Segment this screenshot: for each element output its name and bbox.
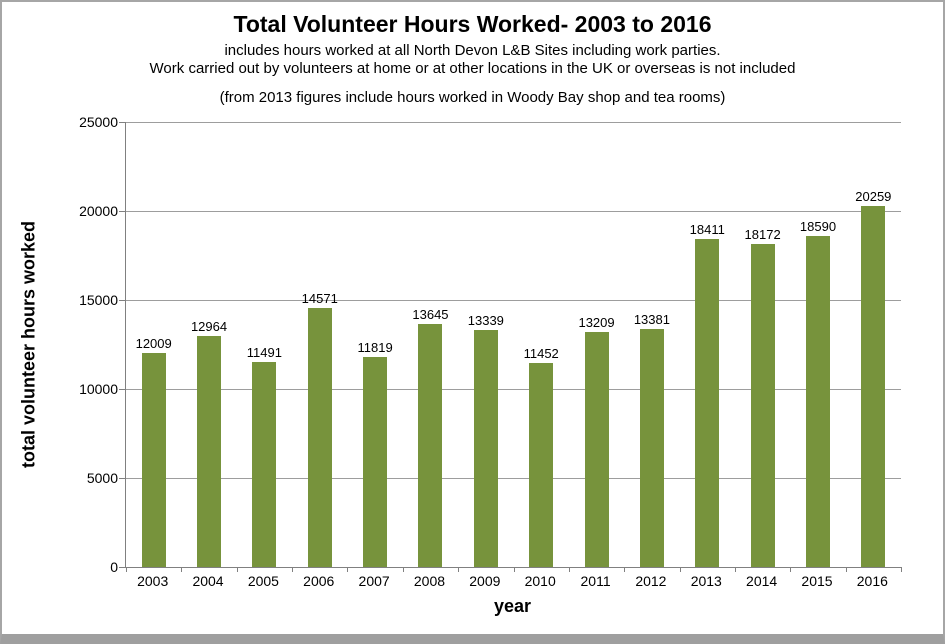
bar-2006: 14571 <box>302 291 338 567</box>
bar-slot: 13339 <box>458 122 513 567</box>
bar-slot: 12009 <box>126 122 181 567</box>
bar-slot: 13645 <box>403 122 458 567</box>
bar-slot: 11819 <box>347 122 402 567</box>
x-axis-tick-label: 2011 <box>580 573 611 589</box>
y-axis-tick <box>119 389 125 390</box>
x-axis-tick <box>568 567 570 572</box>
gridline <box>126 389 901 390</box>
bar-slot: 18172 <box>735 122 790 567</box>
y-axis-tick-label: 20000 <box>79 203 118 219</box>
bar-value-label: 11819 <box>357 339 393 355</box>
bar-2009: 13339 <box>468 313 504 567</box>
x-axis-tick-label: 2007 <box>358 573 390 589</box>
x-axis-tick <box>181 567 183 572</box>
y-axis-tick <box>119 122 125 123</box>
bar-slot: 12964 <box>181 122 236 567</box>
x-axis-tick <box>845 567 847 572</box>
bar-2015: 18590 <box>800 219 836 567</box>
x-axis-tick <box>901 567 902 572</box>
bar-2011: 13209 <box>578 315 615 567</box>
bar-value-label: 18590 <box>799 219 837 235</box>
bar-value-label: 13381 <box>633 311 670 327</box>
bar-2012: 13381 <box>634 312 670 567</box>
x-axis-tick-label: 2014 <box>746 573 778 589</box>
bar-value-label: 20259 <box>855 189 892 205</box>
bar-value-label: 13209 <box>578 314 615 330</box>
bar-slot: 13209 <box>569 122 624 567</box>
x-axis-tick-label: 2004 <box>192 573 224 589</box>
bar-2010: 11452 <box>524 346 559 567</box>
x-axis-tick-label: 2003 <box>137 573 169 589</box>
bar-value-label: 12964 <box>190 319 228 335</box>
x-axis-tick <box>734 567 736 572</box>
gridline <box>126 211 901 212</box>
x-axis-tick <box>790 567 792 572</box>
chart-title: Total Volunteer Hours Worked- 2003 to 20… <box>233 11 712 37</box>
bar-value-label: 12009 <box>135 336 172 352</box>
x-axis-tick <box>458 567 460 572</box>
bar-2004: 12964 <box>191 319 227 567</box>
y-axis-tick-label: 10000 <box>79 381 118 397</box>
gridline <box>126 300 901 301</box>
bar-slot: 11491 <box>237 122 292 567</box>
x-axis-title: year <box>493 596 532 616</box>
y-axis-labels: 0 5000 10000 15000 20000 25000 <box>2 114 118 575</box>
x-axis-tick-label: 2013 <box>690 573 722 589</box>
bar-slot: 20259 <box>846 122 901 567</box>
x-axis-tick-label: 2015 <box>801 573 833 589</box>
bar-value-label: 13339 <box>467 312 504 328</box>
bar-slot: 18411 <box>680 122 735 567</box>
bar-2007: 11819 <box>358 340 393 567</box>
chart-note: (from 2013 figures include hours worked … <box>219 89 726 106</box>
x-axis-tick <box>679 567 681 572</box>
bar-slot: 18590 <box>790 122 845 567</box>
bar-value-label: 18172 <box>744 226 781 242</box>
bar-2016: 20259 <box>855 189 891 567</box>
chart-subtitle-line-1: includes hours worked at all North Devon… <box>224 42 721 59</box>
x-axis-tick <box>402 567 404 572</box>
bar-value-label: 14571 <box>301 290 338 306</box>
x-axis-labels: 2003 2004 2005 2006 2007 2008 2009 2010 2011 2012… <box>125 573 900 589</box>
x-axis-tick-label: 2009 <box>469 573 501 589</box>
bar-2003: 12009 <box>136 336 172 567</box>
y-axis-tick <box>119 567 125 568</box>
bar-value-label: 18411 <box>689 222 725 238</box>
x-axis-tick <box>126 567 127 572</box>
y-axis-tick <box>119 211 125 212</box>
bar-2014: 18172 <box>745 227 781 567</box>
bar-value-label: 11452 <box>523 346 559 362</box>
y-axis-tick-label: 5000 <box>86 470 118 486</box>
x-axis-tick-label: 2012 <box>635 573 667 589</box>
bar-2013: 18411 <box>690 222 725 567</box>
gridline <box>126 478 901 479</box>
y-axis-tick <box>119 478 125 479</box>
x-axis-tick <box>347 567 349 572</box>
y-axis-tick-label: 25000 <box>79 114 118 130</box>
y-axis-tick-label: 15000 <box>79 292 118 308</box>
bars-row: 12009 12964 11491 14571 11819 13645 13339 11452… <box>126 122 901 567</box>
chart-subtitle-line-2: Work carried out by volunteers at home o… <box>149 60 796 77</box>
x-axis-tick <box>624 567 626 572</box>
gridline <box>126 122 901 123</box>
x-axis-tick <box>292 567 294 572</box>
plot-area: 12009 12964 11491 14571 11819 13645 13339 11452… <box>119 122 902 572</box>
x-axis-tick <box>236 567 238 572</box>
x-axis-tick-label: 2008 <box>413 573 446 589</box>
x-axis-tick-label: 2016 <box>856 573 888 589</box>
bar-slot: 13381 <box>624 122 679 567</box>
x-axis-tick <box>513 567 515 572</box>
bar-value-label: 13645 <box>412 307 449 323</box>
x-axis-tick-label: 2006 <box>303 573 335 589</box>
bar-2005: 11491 <box>247 345 282 567</box>
bar-value-label: 11491 <box>246 345 282 361</box>
bar-slot: 14571 <box>292 122 347 567</box>
x-axis-tick-label: 2005 <box>247 573 279 589</box>
bar-2008: 13645 <box>412 307 449 567</box>
bar-slot: 11452 <box>514 122 569 567</box>
y-axis-tick-label: 0 <box>110 559 118 575</box>
x-axis-tick-label: 2010 <box>524 573 556 589</box>
y-axis-tick <box>119 300 125 301</box>
